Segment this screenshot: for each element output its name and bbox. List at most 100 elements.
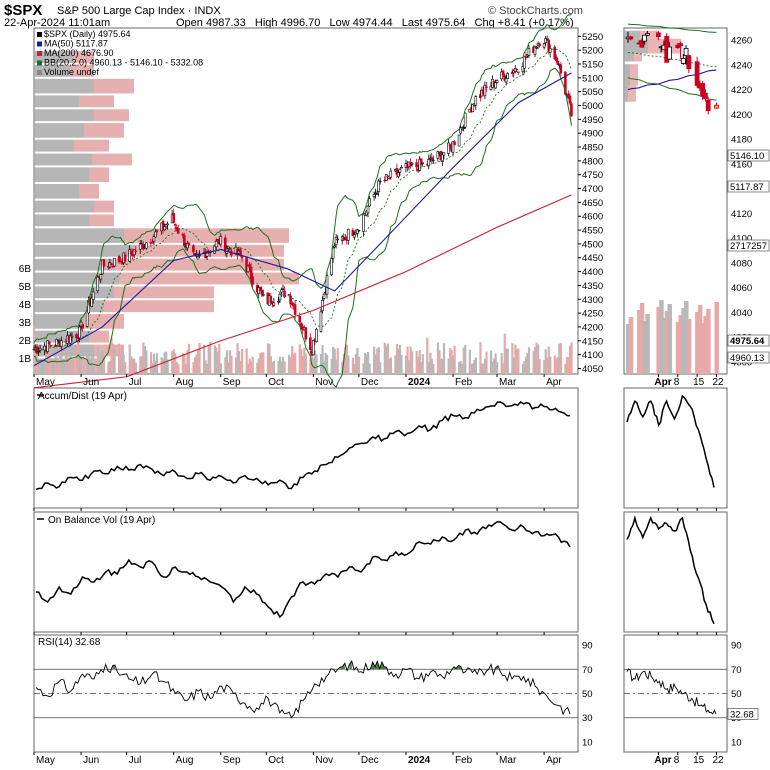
price-y-tick-label: 4050: [582, 364, 603, 375]
price-y-tick-label: 4300: [582, 295, 603, 306]
price-candle-body: [544, 38, 547, 44]
price-candle-body: [298, 315, 301, 323]
price-candle-body: [523, 55, 526, 69]
volume-bar: [500, 353, 503, 374]
rsi-overbought-fill: [349, 660, 352, 670]
volume-bar: [277, 360, 280, 374]
volume-bar: [417, 356, 420, 374]
volume-bar: [450, 350, 453, 374]
volume-bar: [512, 357, 515, 374]
volume-bar: [92, 345, 95, 374]
zoom-vbp-up: [624, 53, 634, 62]
price-candle-body: [163, 226, 166, 231]
price-candle-body: [386, 175, 390, 177]
vbp-bar-up-17: [34, 109, 94, 122]
volume-bar: [237, 350, 241, 374]
price-y-tick-label: 5000: [582, 101, 603, 112]
volume-bar: [356, 348, 359, 374]
price-candle-body: [463, 112, 467, 128]
rsi-y-tick-label: 70: [582, 665, 593, 676]
price-candle-body: [309, 337, 312, 350]
price-candle-body: [334, 237, 338, 246]
zoom-x-tick-label: 15: [693, 755, 705, 766]
vbp-bar-up-20: [34, 64, 69, 77]
volume-bar: [98, 352, 101, 374]
price-candle-body: [500, 71, 503, 80]
zoom-x-tick-label: 8: [674, 377, 680, 388]
price-candle-body: [205, 252, 209, 257]
price-candle-body: [181, 233, 185, 236]
price-y-tick-label: 4800: [582, 156, 603, 167]
volume-bar: [247, 363, 250, 374]
bb-lower-line: [33, 67, 572, 388]
price-candle-body: [451, 141, 455, 153]
price-y-tick-label: 4550: [582, 226, 603, 237]
zoom-x-tick-label: Apr: [654, 377, 671, 388]
price-candle-body: [333, 245, 336, 248]
price-candle-body: [415, 162, 418, 168]
zoom-volume-bar: [703, 316, 708, 374]
price-y-tick-label: 4400: [582, 267, 603, 278]
price-candle-body: [418, 159, 421, 171]
volume-bar: [368, 363, 371, 374]
zoom-y-tick-label: 4100: [731, 234, 752, 245]
price-candle-body: [321, 299, 324, 311]
zoom-vbp-down: [630, 64, 638, 86]
volume-bar: [351, 357, 355, 374]
price-candle-body: [395, 168, 399, 175]
price-candle-body: [533, 46, 537, 55]
zoom-candle-body: [705, 100, 711, 112]
volume-bar: [429, 352, 432, 374]
volume-bar: [565, 357, 569, 374]
volume-bar: [67, 357, 71, 374]
price-y-tick-label: 5200: [582, 46, 603, 57]
price-y-tick-label: 4600: [582, 212, 603, 223]
legend-swatch: [37, 51, 42, 56]
volume-bar: [524, 356, 528, 374]
vbp-bar-up-16: [34, 123, 84, 138]
x-tick-label: Jul: [129, 377, 142, 388]
price-candle-body: [397, 172, 400, 177]
volume-bar: [556, 357, 559, 374]
zoom-candle-body: [714, 104, 719, 109]
vbp-bar-up-15: [34, 139, 74, 152]
volume-bar: [174, 353, 177, 374]
volume-bar: [110, 337, 113, 374]
volume-bar: [81, 356, 84, 374]
volume-bar: [400, 354, 403, 374]
vbp-bar-up-19: [34, 78, 94, 94]
zoom-volume-bar: [664, 311, 670, 374]
volume-bar: [479, 342, 482, 374]
zoom-candle-body: [675, 44, 681, 48]
zoom-candle-body: [680, 58, 686, 64]
price-candle-body: [289, 295, 292, 305]
zoom-x-tick-label: Apr: [654, 755, 671, 766]
x-tick-label: Apr: [546, 755, 562, 766]
price-y-tick-label: 4350: [582, 281, 603, 292]
price-candle-body: [183, 234, 186, 247]
volume-bar: [526, 352, 529, 374]
volume-bar: [166, 359, 169, 374]
price-candle-body: [384, 174, 388, 181]
volume-bar: [58, 343, 62, 374]
volume-bar: [154, 360, 157, 374]
zoom-candle-body: [683, 47, 689, 57]
volume-bar: [436, 342, 440, 374]
price-candle-body: [389, 170, 393, 178]
x-tick-label: May: [36, 377, 55, 388]
price-candle-body: [151, 242, 154, 244]
volume-bar: [344, 347, 347, 374]
price-candle-body: [495, 80, 499, 83]
price-candle-body: [120, 262, 124, 265]
volume-bar: [415, 351, 418, 374]
volume-bar: [119, 354, 122, 374]
zoom-panel-frame-2: [623, 511, 728, 633]
price-candle-body: [99, 274, 103, 280]
accum-dist-legend: Accum/Dist (19 Apr): [38, 391, 127, 402]
x-tick-label: Mar: [499, 755, 517, 766]
volume-bar: [404, 355, 408, 374]
zoom-vbp-down: [628, 85, 636, 102]
volume-bar: [145, 350, 148, 374]
volume-bar: [304, 353, 307, 374]
price-candle-body: [570, 103, 573, 117]
